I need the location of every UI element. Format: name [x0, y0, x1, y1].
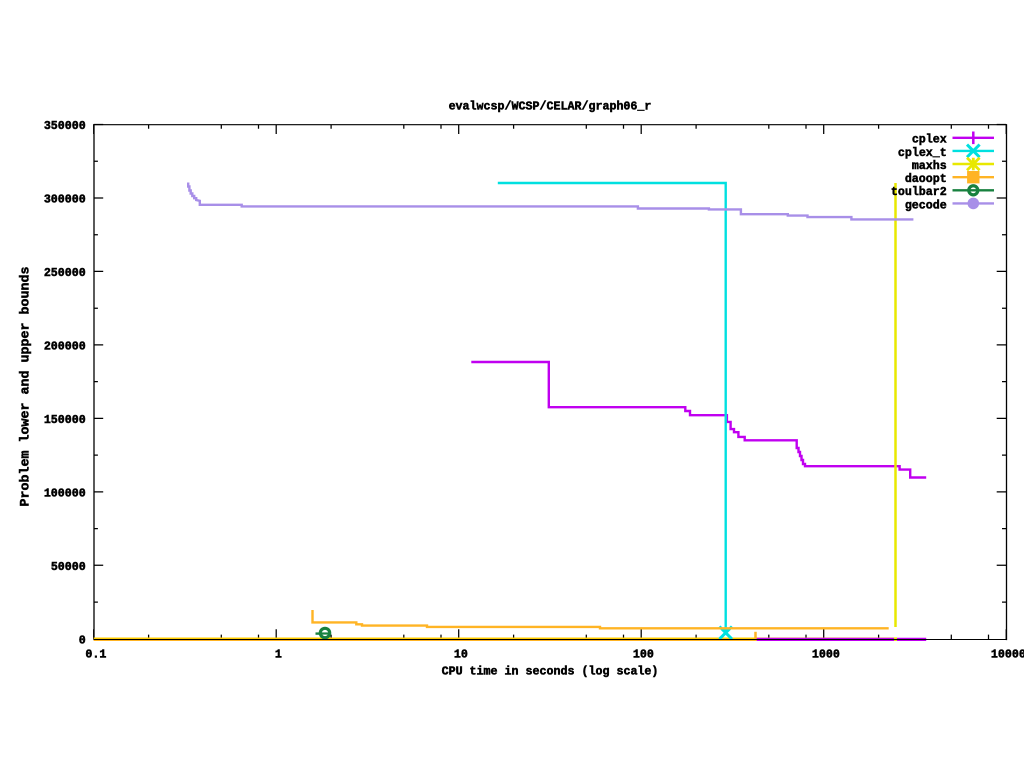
svg-text:1: 1 — [275, 647, 282, 661]
svg-text:Problem lower and upper bounds: Problem lower and upper bounds — [18, 267, 33, 507]
svg-text:daoopt: daoopt — [905, 172, 947, 186]
svg-text:350000: 350000 — [44, 119, 86, 133]
svg-text:maxhs: maxhs — [912, 159, 947, 173]
svg-text:0: 0 — [79, 634, 86, 648]
svg-text:10: 10 — [454, 647, 468, 661]
svg-text:1000: 1000 — [812, 647, 840, 661]
svg-text:10000: 10000 — [991, 647, 1024, 661]
svg-text:100: 100 — [633, 647, 654, 661]
svg-text:50000: 50000 — [51, 560, 86, 574]
svg-text:200000: 200000 — [44, 340, 86, 354]
svg-text:100000: 100000 — [44, 487, 86, 501]
svg-text:300000: 300000 — [44, 193, 86, 207]
svg-text:cplex: cplex — [912, 133, 947, 147]
svg-text:250000: 250000 — [44, 266, 86, 280]
svg-text:gecode: gecode — [905, 198, 947, 212]
svg-text:0.1: 0.1 — [85, 647, 106, 661]
svg-text:cplex_t: cplex_t — [898, 146, 947, 160]
svg-text:evalwcsp/WCSP/CELAR/graph06_r: evalwcsp/WCSP/CELAR/graph06_r — [449, 100, 652, 114]
svg-text:CPU time in seconds (log scale: CPU time in seconds (log scale) — [442, 665, 659, 679]
svg-text:toulbar2: toulbar2 — [891, 185, 947, 199]
svg-text:150000: 150000 — [44, 413, 86, 427]
